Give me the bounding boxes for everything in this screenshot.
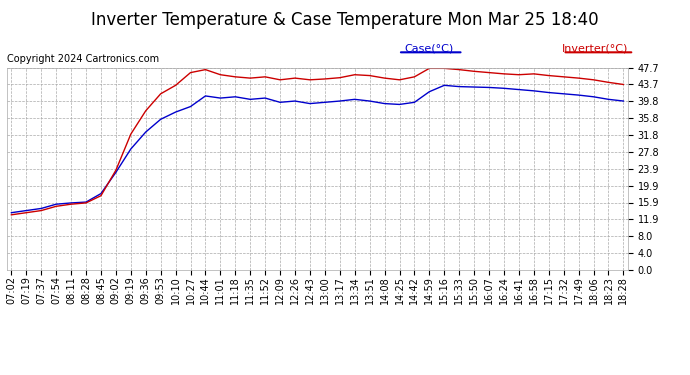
Text: Inverter(°C): Inverter(°C) (562, 44, 628, 53)
Text: Case(°C): Case(°C) (405, 44, 454, 53)
Text: Inverter Temperature & Case Temperature Mon Mar 25 18:40: Inverter Temperature & Case Temperature … (91, 11, 599, 29)
Text: Copyright 2024 Cartronics.com: Copyright 2024 Cartronics.com (7, 54, 159, 64)
